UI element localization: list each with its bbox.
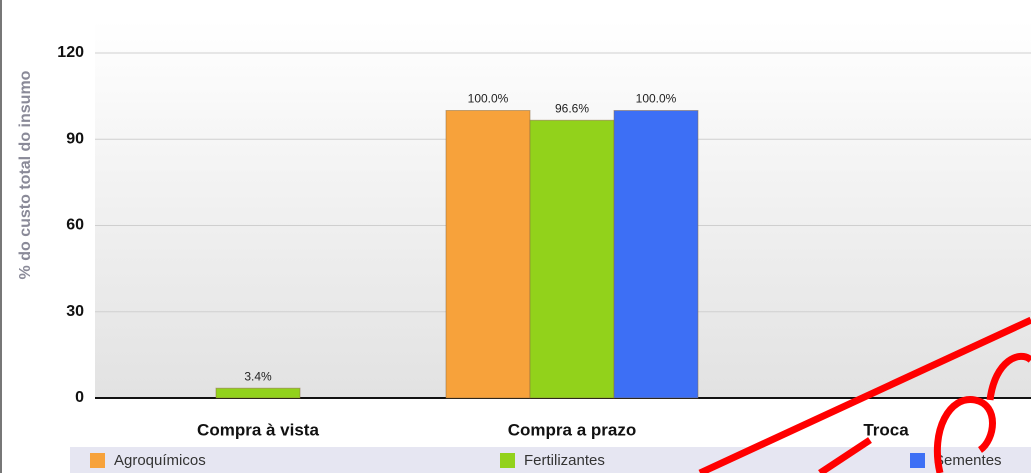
- y-tick-label: 30: [66, 303, 84, 320]
- scribble-stroke: [698, 316, 1031, 473]
- value-label: 100.0%: [468, 92, 509, 106]
- y-axis-label: % do custo total do insumo: [17, 70, 34, 279]
- scribble-stroke: [933, 396, 996, 473]
- legend-label: Sementes: [934, 452, 1002, 469]
- legend-swatch: [910, 453, 925, 468]
- legend-label: Agroquímicos: [114, 452, 206, 469]
- value-label: 3.4%: [244, 369, 272, 383]
- bar: [613, 110, 699, 399]
- x-tick-label: Troca: [863, 420, 909, 439]
- legend-box: [70, 447, 1031, 473]
- y-tick-label: 120: [57, 44, 84, 61]
- legend-label: Fertilizantes: [524, 452, 605, 469]
- legend-swatch: [500, 453, 515, 468]
- scribble-stroke: [986, 352, 1031, 401]
- value-label: 96.6%: [555, 101, 589, 115]
- bar: [445, 110, 531, 399]
- bar: [215, 387, 301, 399]
- x-tick-label: Compra a prazo: [508, 420, 636, 439]
- bar: [529, 119, 615, 399]
- scribble: [698, 316, 1031, 473]
- x-tick-label: Compra à vista: [197, 420, 319, 439]
- scribble-stroke: [818, 437, 872, 473]
- value-label: 100.0%: [636, 92, 677, 106]
- y-tick-label: 60: [66, 217, 84, 234]
- y-tick-label: 0: [75, 389, 84, 406]
- left-border: [0, 0, 2, 473]
- chart-layer: 0 30 60 90 120 Compra à vista 3.4% Compra a pra…: [57, 44, 1031, 469]
- y-tick-label: 90: [66, 130, 84, 147]
- legend-swatch: [90, 453, 105, 468]
